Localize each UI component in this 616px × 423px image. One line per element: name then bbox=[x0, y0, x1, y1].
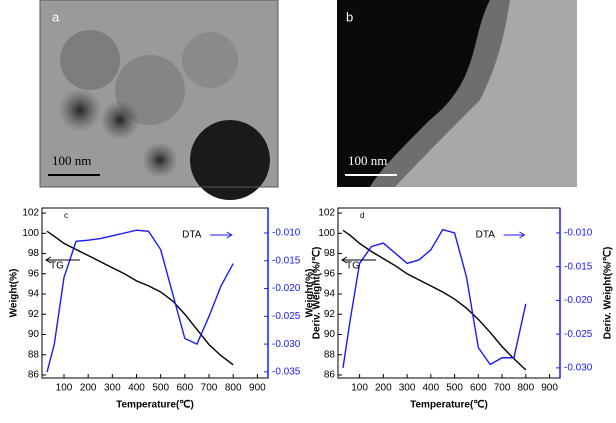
y-tick-label: 98 bbox=[28, 248, 40, 259]
y-tick-label: 90 bbox=[28, 329, 40, 340]
x-tick-label: 400 bbox=[422, 383, 439, 394]
scale-bar-label: 100 nm bbox=[52, 153, 91, 168]
legend-arrow bbox=[341, 256, 376, 264]
y2-tick-label: -0.025 bbox=[272, 311, 301, 322]
x-tick-label: 300 bbox=[399, 383, 416, 394]
panel-label: a bbox=[52, 9, 60, 24]
series-line bbox=[46, 230, 234, 366]
legend-label: TG bbox=[346, 261, 360, 272]
y-tick-label: 94 bbox=[324, 289, 336, 300]
y-tick-label: 100 bbox=[22, 228, 39, 239]
y-tick-label: 100 bbox=[318, 228, 335, 239]
tem-image-a: a 100 nm bbox=[39, 0, 279, 200]
series-line bbox=[342, 228, 527, 368]
x-tick-label: 500 bbox=[446, 383, 463, 394]
x-tick-label: 900 bbox=[249, 383, 266, 394]
y-tick-label: 96 bbox=[324, 268, 336, 279]
x-tick-label: 700 bbox=[201, 383, 218, 394]
y2-tick-label: -0.035 bbox=[272, 367, 301, 378]
y-tick-label: 86 bbox=[28, 370, 40, 381]
x-tick-label: 900 bbox=[541, 383, 558, 394]
x-tick-label: 600 bbox=[470, 383, 487, 394]
x-tick-label: 200 bbox=[80, 383, 97, 394]
y-axis-label: Weight(%) bbox=[9, 269, 20, 318]
y-tick-label: 88 bbox=[324, 349, 336, 360]
x-tick-label: 800 bbox=[225, 383, 242, 394]
x-tick-label: 100 bbox=[351, 383, 368, 394]
y2-tick-label: -0.010 bbox=[564, 228, 593, 239]
x-tick-label: 200 bbox=[375, 383, 392, 394]
y2-axis-label: Deriv. Weight(%/℃) bbox=[603, 247, 614, 340]
legend-arrow bbox=[45, 256, 80, 264]
y2-tick-label: -0.020 bbox=[272, 283, 301, 294]
plot-frame bbox=[337, 207, 561, 379]
y2-tick-label: -0.010 bbox=[272, 228, 301, 239]
x-tick-label: 100 bbox=[56, 383, 73, 394]
legend-label: DTA bbox=[476, 230, 496, 241]
y2-tick-label: -0.030 bbox=[272, 339, 301, 350]
scale-bar-label: 100 nm bbox=[348, 153, 387, 168]
x-tick-label: 400 bbox=[128, 383, 145, 394]
panel-label: b bbox=[346, 9, 353, 24]
y-tick-label: 92 bbox=[28, 309, 40, 320]
x-tick-label: 700 bbox=[494, 383, 511, 394]
y2-tick-label: -0.015 bbox=[564, 261, 593, 272]
x-tick-label: 500 bbox=[152, 383, 169, 394]
y2-axis-label: Deriv. Weight(%/℃) bbox=[312, 247, 323, 340]
y-tick-label: 94 bbox=[28, 289, 40, 300]
x-tick-label: 300 bbox=[104, 383, 121, 394]
y2-tick-label: -0.020 bbox=[564, 295, 593, 306]
y2-tick-label: -0.025 bbox=[564, 329, 593, 340]
x-tick-label: 800 bbox=[517, 383, 534, 394]
y-tick-label: 102 bbox=[318, 208, 335, 219]
y-axis-label: Weight(%) bbox=[305, 269, 316, 318]
y-tick-label: 88 bbox=[28, 349, 40, 360]
y-tick-label: 90 bbox=[324, 329, 336, 340]
y-tick-label: 92 bbox=[324, 309, 336, 320]
y-tick-label: 86 bbox=[324, 370, 336, 381]
y2-tick-label: -0.030 bbox=[564, 363, 593, 374]
y-tick-label: 102 bbox=[22, 208, 39, 219]
legend-label: DTA bbox=[182, 230, 202, 241]
legend-label: TG bbox=[50, 261, 64, 272]
legend-arrow bbox=[503, 231, 526, 239]
plot-frame bbox=[41, 207, 269, 379]
panel-label: d bbox=[360, 211, 364, 220]
panel-label: c bbox=[64, 211, 68, 220]
y2-tick-label: -0.015 bbox=[272, 255, 301, 266]
y-tick-label: 98 bbox=[324, 248, 336, 259]
x-tick-label: 600 bbox=[177, 383, 194, 394]
tem-image-b: b 100 nm bbox=[337, 0, 577, 187]
legend-arrow bbox=[210, 231, 233, 239]
y-tick-label: 96 bbox=[28, 268, 40, 279]
x-axis-label: Temperature(℃) bbox=[116, 400, 194, 411]
x-axis-label: Temperature(℃) bbox=[410, 400, 488, 411]
series-line bbox=[46, 229, 234, 373]
series-line bbox=[342, 229, 527, 371]
